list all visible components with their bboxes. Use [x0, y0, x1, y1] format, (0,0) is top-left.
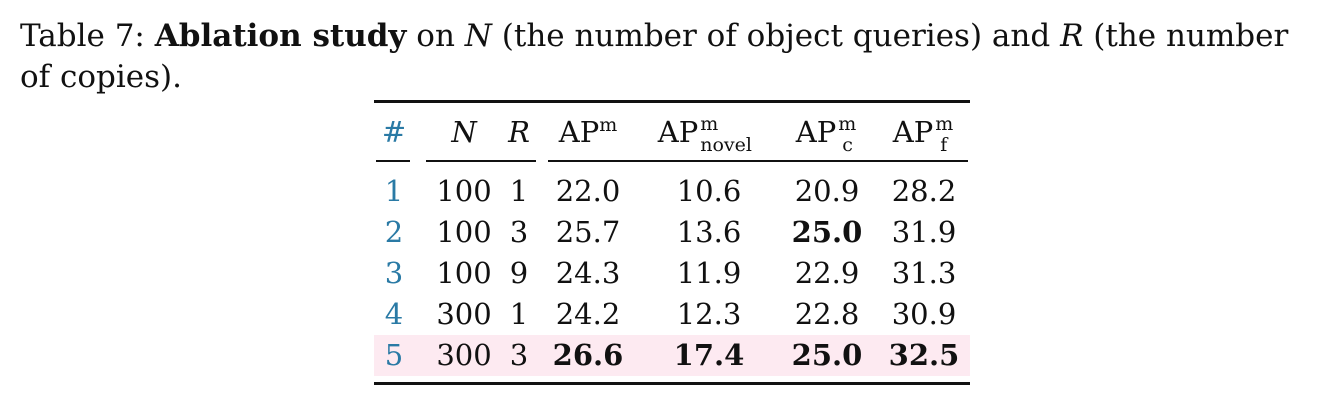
- header-row: # N R APm AP m novel AP m c AP m f: [374, 112, 970, 156]
- cell-ap-f: 28.2: [891, 174, 957, 208]
- cell-r: 1: [509, 174, 529, 208]
- table-caption: Table 7: Ablation study on N (the number…: [20, 16, 1320, 98]
- row-index: 1: [384, 174, 404, 208]
- header-ap-c-sub: c: [842, 134, 853, 156]
- header-ap-c-base: AP: [795, 115, 837, 149]
- cell-ap: 25.7: [555, 215, 621, 249]
- cell-ap-c: 25.0: [791, 338, 863, 372]
- cell-n: 100: [436, 215, 492, 249]
- caption-n-symbol: N: [464, 18, 492, 54]
- cell-ap: 26.6: [552, 338, 624, 372]
- cell-ap-novel: 13.6: [676, 215, 742, 249]
- cmid-rule-index: [376, 160, 410, 162]
- header-ap-base: AP: [558, 115, 600, 149]
- caption-text-2: (the number of object queries) and: [491, 18, 1061, 54]
- cell-n: 300: [436, 297, 492, 331]
- cell-r: 3: [509, 338, 529, 372]
- caption-text-1: on: [406, 18, 465, 54]
- row-index: 2: [384, 215, 404, 249]
- header-ap-novel-sup: m: [700, 113, 719, 135]
- header-n: N: [451, 115, 477, 149]
- cell-ap-f: 32.5: [888, 338, 960, 372]
- cell-r: 1: [509, 297, 529, 331]
- header-ap-f-sup: m: [935, 113, 954, 135]
- bottom-rule: [374, 382, 970, 385]
- cell-ap-novel: 10.6: [676, 174, 742, 208]
- cell-ap-novel: 17.4: [673, 338, 745, 372]
- cell-ap-f: 30.9: [891, 297, 957, 331]
- row-index: 5: [384, 338, 404, 372]
- header-ap-c-sup: m: [838, 113, 857, 135]
- header-ap: APm: [542, 112, 634, 157]
- cell-n: 100: [436, 256, 492, 290]
- header-ap-novel: AP m novel: [644, 112, 774, 156]
- header-r: R: [508, 115, 530, 149]
- cell-n: 100: [436, 174, 492, 208]
- cell-ap-novel: 11.9: [676, 256, 742, 290]
- cmid-rule-nr: [426, 160, 536, 162]
- caption-text-3: (the number of copies).: [20, 18, 1289, 95]
- header-ap-f: AP m f: [879, 112, 969, 156]
- caption-label: Table 7:: [20, 18, 145, 54]
- table-row-highlighted: 5 300 3 26.6 17.4 25.0 32.5: [374, 335, 970, 376]
- cell-ap-novel: 12.3: [676, 297, 742, 331]
- row-index: 3: [384, 256, 404, 290]
- cmid-rule-ap: [548, 160, 968, 162]
- cell-ap: 24.3: [555, 256, 621, 290]
- cell-r: 3: [509, 215, 529, 249]
- header-ap-novel-base: AP: [657, 115, 699, 149]
- cell-ap-c: 25.0: [791, 215, 863, 249]
- table-row: 2 100 3 25.7 13.6 25.0 31.9: [374, 212, 970, 253]
- caption-r-symbol: R: [1060, 18, 1084, 54]
- cell-ap-f: 31.9: [891, 215, 957, 249]
- header-ap-novel-sub: novel: [700, 134, 752, 156]
- row-index: 4: [384, 297, 404, 331]
- cell-r: 9: [509, 256, 529, 290]
- caption-bold-title: Ablation study: [154, 18, 407, 54]
- cell-ap-c: 22.9: [794, 256, 860, 290]
- header-ap-f-sub: f: [940, 134, 948, 156]
- header-ap-c: AP m c: [779, 112, 875, 156]
- top-rule: [374, 100, 970, 103]
- table-row: 1 100 1 22.0 10.6 20.9 28.2: [374, 171, 970, 212]
- cell-ap-f: 31.3: [891, 256, 957, 290]
- table-row: 3 100 9 24.3 11.9 22.9 31.3: [374, 253, 970, 294]
- header-ap-sup: m: [599, 114, 618, 136]
- table-row: 4 300 1 24.2 12.3 22.8 30.9: [374, 294, 970, 335]
- cell-ap: 22.0: [555, 174, 621, 208]
- header-ap-f-base: AP: [892, 115, 934, 149]
- cell-ap: 24.2: [555, 297, 621, 331]
- header-index: #: [381, 115, 407, 149]
- cell-n: 300: [436, 338, 492, 372]
- cell-ap-c: 20.9: [794, 174, 860, 208]
- cell-ap-c: 22.8: [794, 297, 860, 331]
